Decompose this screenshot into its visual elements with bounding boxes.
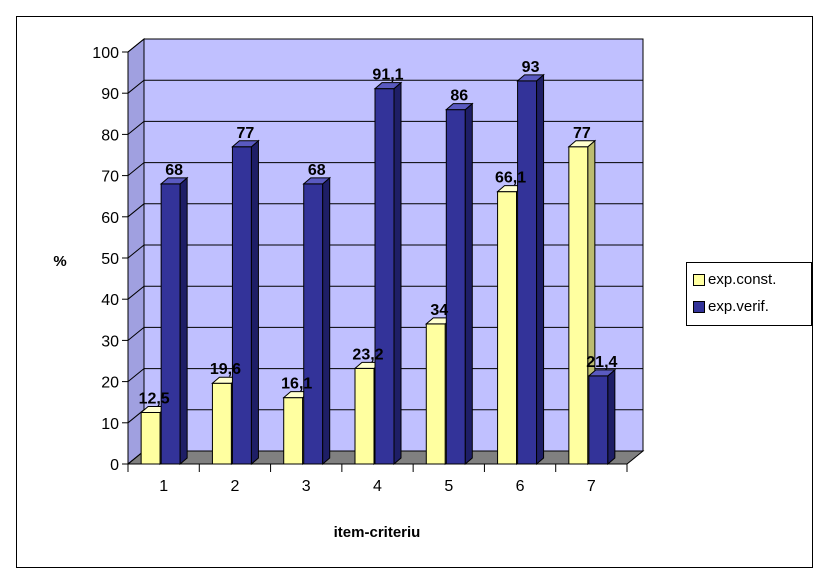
y-tick-label: 10	[101, 416, 119, 433]
bar-front	[354, 367, 375, 465]
x-tick-label: 1	[159, 478, 168, 495]
data-label: 68	[308, 162, 326, 179]
bar-front	[160, 183, 181, 465]
data-label: 68	[165, 162, 183, 179]
bar-top	[231, 140, 260, 148]
bar-1-0	[159, 176, 189, 466]
data-label: 16,1	[281, 376, 312, 393]
legend: exp.const. exp.verif.	[686, 262, 812, 326]
data-label: 86	[450, 88, 468, 105]
y-tick-label: 70	[101, 169, 119, 186]
bar-1-6	[587, 368, 617, 466]
bar-1-3	[373, 81, 403, 466]
bar-front	[445, 109, 466, 465]
gridline	[127, 203, 643, 218]
gridline	[127, 368, 643, 382]
bar-top	[373, 82, 403, 90]
bar-front	[588, 375, 609, 465]
bar-front	[283, 397, 304, 465]
bar-side	[607, 368, 616, 466]
y-tick-label: 20	[101, 375, 119, 392]
bar-front	[568, 146, 589, 465]
bar-side	[179, 176, 188, 466]
gridline	[127, 120, 643, 135]
bar-top	[444, 103, 474, 111]
bar-front	[517, 80, 538, 465]
bar-side	[393, 81, 402, 466]
y-tick-label: 30	[101, 333, 119, 350]
bar-front	[303, 183, 324, 465]
legend-label-exp-verif: exp.verif.	[708, 298, 769, 315]
bar-front	[211, 382, 232, 465]
bar-1-2	[302, 176, 332, 466]
x-axis-title: item-criteriu	[334, 524, 421, 541]
gridline	[127, 79, 643, 94]
bar-1-4	[444, 102, 474, 466]
bar-1-1	[231, 139, 260, 466]
data-label: 19,6	[210, 361, 241, 378]
data-label: 77	[573, 125, 591, 142]
bar-front	[425, 323, 446, 465]
bar-top	[516, 74, 545, 82]
y-tick-label: 80	[101, 127, 119, 144]
data-label: 93	[522, 59, 540, 76]
bar-top	[567, 140, 597, 148]
bar-front	[374, 88, 395, 465]
legend-swatch-exp-verif	[693, 300, 705, 313]
data-label: 12,5	[139, 391, 170, 408]
legend-swatch-exp-const	[693, 273, 705, 286]
gridline	[127, 162, 643, 176]
bar-top	[587, 369, 617, 377]
legend-item-exp-verif: exp.verif.	[693, 298, 769, 315]
bar-side	[464, 102, 473, 466]
gridline	[127, 285, 643, 300]
data-label: 34	[430, 302, 448, 319]
bar-front	[497, 191, 518, 465]
bar-side	[322, 176, 331, 466]
x-tick-label: 6	[516, 478, 525, 495]
bar-top	[302, 177, 332, 185]
x-tick-label: 2	[230, 478, 239, 495]
data-label: 23,2	[352, 346, 383, 363]
gridlines	[127, 38, 643, 465]
y-tick-label: 40	[101, 292, 119, 309]
data-labels: 12,5 19,6 16,1 23,2 34 66,1 77 68 77 68 91,1 86 93 21…	[139, 59, 618, 408]
gridline	[127, 38, 643, 53]
data-label: 91,1	[372, 67, 403, 84]
data-label: 66,1	[495, 170, 526, 187]
y-tick-label: 50	[101, 251, 119, 268]
gridline	[127, 326, 643, 341]
y-tick-label: 60	[101, 210, 119, 227]
bar-side	[536, 73, 545, 466]
x-tick-label: 5	[444, 478, 453, 495]
y-axis-title: %	[53, 253, 66, 270]
bar-front	[231, 146, 252, 465]
bar-side	[250, 139, 259, 466]
y-tick-label: 100	[92, 45, 119, 62]
bar-top	[159, 177, 189, 185]
bars	[139, 73, 617, 466]
data-label: 21,4	[586, 354, 617, 371]
x-tick-label: 7	[587, 478, 596, 495]
x-tick-label: 3	[302, 478, 311, 495]
legend-label-exp-const: exp.const.	[708, 271, 777, 288]
y-tick-label: 0	[110, 457, 119, 474]
y-tick-label: 90	[101, 86, 119, 103]
data-label: 77	[237, 125, 255, 142]
bar-1-5	[516, 73, 545, 466]
gridline	[127, 244, 643, 259]
x-tick-label: 4	[373, 478, 382, 495]
legend-item-exp-const: exp.const.	[693, 271, 776, 288]
bar-front	[140, 412, 161, 465]
